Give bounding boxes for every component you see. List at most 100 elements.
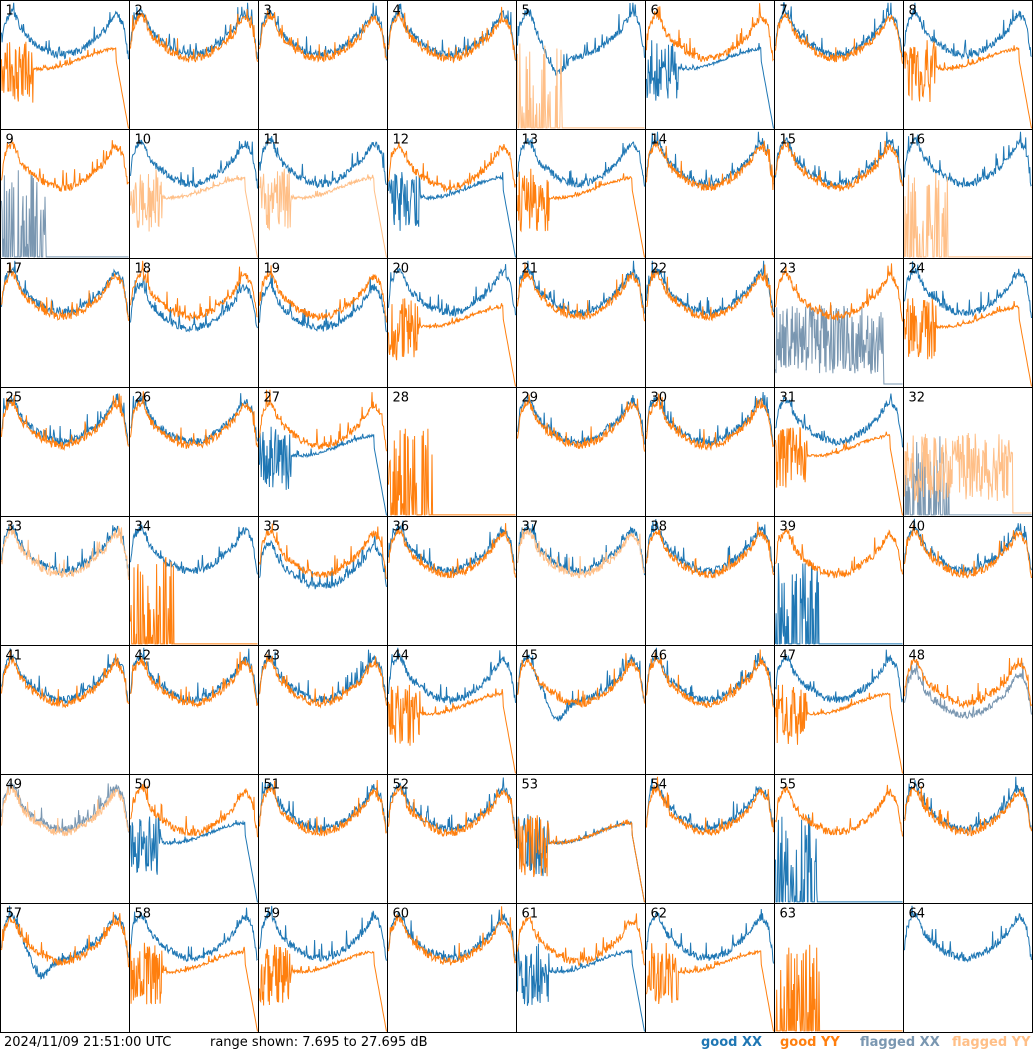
panel-label-29: 29 <box>522 391 539 406</box>
panel-label-62: 62 <box>651 907 668 922</box>
panel-47-xx-line <box>775 649 903 703</box>
panel-47-yy-line <box>775 684 903 774</box>
panel-21-yy-line <box>517 263 645 322</box>
panel-53-xx-line <box>517 814 645 903</box>
panel-30-yy-line <box>646 393 774 451</box>
panel-label-25: 25 <box>6 391 23 406</box>
panel-label-21: 21 <box>522 262 539 277</box>
panel-60-yy-line <box>388 906 516 966</box>
legend-good-yy: good YY <box>780 1035 840 1050</box>
panel-label-49: 49 <box>6 778 23 793</box>
panel-label-30: 30 <box>651 391 668 406</box>
panel-34-yy-line <box>130 557 258 645</box>
panel-40-xx-line <box>904 518 1032 576</box>
panel-6-yy-line <box>646 3 774 63</box>
panel-46-yy-line <box>646 649 774 709</box>
panel-frame-4 <box>387 0 517 130</box>
panel-12-xx-line <box>388 172 516 258</box>
panel-1-xx-line <box>1 2 129 60</box>
panel-label-3: 3 <box>264 4 272 19</box>
panel-40-yy-line <box>904 524 1032 580</box>
panel-label-50: 50 <box>135 778 152 793</box>
panel-59-yy-line <box>259 944 387 1032</box>
panel-frame-25 <box>0 387 130 517</box>
panel-53-yy-line <box>517 815 645 903</box>
panel-label-47: 47 <box>780 649 797 664</box>
panel-frame-26 <box>129 387 259 517</box>
panel-label-51: 51 <box>264 778 281 793</box>
panel-frame-64 <box>903 903 1033 1033</box>
range-readout: range shown: 7.695 to 27.695 dB <box>210 1035 428 1050</box>
panel-43-yy-line <box>259 654 387 709</box>
panel-5-yy-line <box>517 43 645 129</box>
panel-30-xx-line <box>646 391 774 448</box>
panel-64-xx-line <box>904 905 1032 963</box>
panel-25-yy-line <box>1 393 129 451</box>
panel-label-44: 44 <box>393 649 410 664</box>
panel-label-14: 14 <box>651 133 668 148</box>
panel-label-35: 35 <box>264 520 281 535</box>
panel-8-yy-line <box>904 40 1032 129</box>
panel-frame-56 <box>903 774 1033 904</box>
panel-label-7: 7 <box>780 4 788 19</box>
panel-36-yy-line <box>388 523 516 579</box>
panel-43-xx-line <box>259 649 387 704</box>
panel-39-xx-line <box>775 563 903 645</box>
panel-label-4: 4 <box>393 4 401 19</box>
panel-56-xx-line <box>904 776 1032 835</box>
panel-label-48: 48 <box>909 649 926 664</box>
panel-49-yy-line <box>1 784 129 837</box>
panel-label-33: 33 <box>6 520 23 535</box>
panel-frame-36 <box>387 516 517 646</box>
panel-44-yy-line <box>388 684 516 774</box>
panel-label-64: 64 <box>909 907 926 922</box>
panel-frame-48 <box>903 645 1033 775</box>
panel-label-17: 17 <box>6 262 23 277</box>
panel-29-yy-line <box>517 394 645 452</box>
panel-label-19: 19 <box>264 262 281 277</box>
panel-52-yy-line <box>388 785 516 839</box>
panel-46-xx-line <box>646 647 774 706</box>
panel-24-xx-line <box>904 261 1032 319</box>
panel-59-xx-line <box>259 905 387 962</box>
panel-61-xx-line <box>517 943 645 1032</box>
panel-35-yy-line <box>259 523 387 580</box>
panel-label-41: 41 <box>6 649 23 664</box>
panel-label-16: 16 <box>909 133 926 148</box>
panel-label-8: 8 <box>909 4 917 19</box>
panel-54-yy-line <box>646 776 774 836</box>
panel-label-56: 56 <box>909 778 926 793</box>
panel-29-xx-line <box>517 394 645 447</box>
panel-32-xx-line <box>904 436 1032 516</box>
panel-label-10: 10 <box>135 133 152 148</box>
panel-label-28: 28 <box>393 391 410 406</box>
panel-label-63: 63 <box>780 907 797 922</box>
panel-label-18: 18 <box>135 262 152 277</box>
panel-20-xx-line <box>388 264 516 318</box>
panel-label-11: 11 <box>264 133 281 148</box>
panel-1-yy-line <box>1 41 129 129</box>
panel-48-yy-line <box>904 657 1032 710</box>
panel-12-yy-line <box>388 141 516 193</box>
panel-label-27: 27 <box>264 391 281 406</box>
panel-28-yy-line <box>388 428 516 516</box>
panel-49-xx-line <box>1 782 129 833</box>
panel-37-yy-line <box>517 527 645 579</box>
panel-label-45: 45 <box>522 649 539 664</box>
panel-8-xx-line <box>904 2 1032 61</box>
panel-label-42: 42 <box>135 649 152 664</box>
panel-11-yy-line <box>259 168 387 258</box>
panel-19-xx-line <box>259 274 387 333</box>
panel-61-yy-line <box>517 913 645 967</box>
panel-frame-45 <box>516 645 646 775</box>
panel-label-1: 1 <box>6 4 14 19</box>
panel-55-xx-line <box>775 814 903 903</box>
panel-7-yy-line <box>775 13 903 64</box>
panel-19-yy-line <box>259 265 387 323</box>
panel-label-22: 22 <box>651 262 668 277</box>
panel-frame-33 <box>0 516 130 646</box>
panel-frame-30 <box>645 387 775 517</box>
panel-11-xx-line <box>259 135 387 189</box>
panel-2-yy-line <box>130 9 258 63</box>
legend-flagged-yy: flagged YY <box>952 1035 1031 1050</box>
